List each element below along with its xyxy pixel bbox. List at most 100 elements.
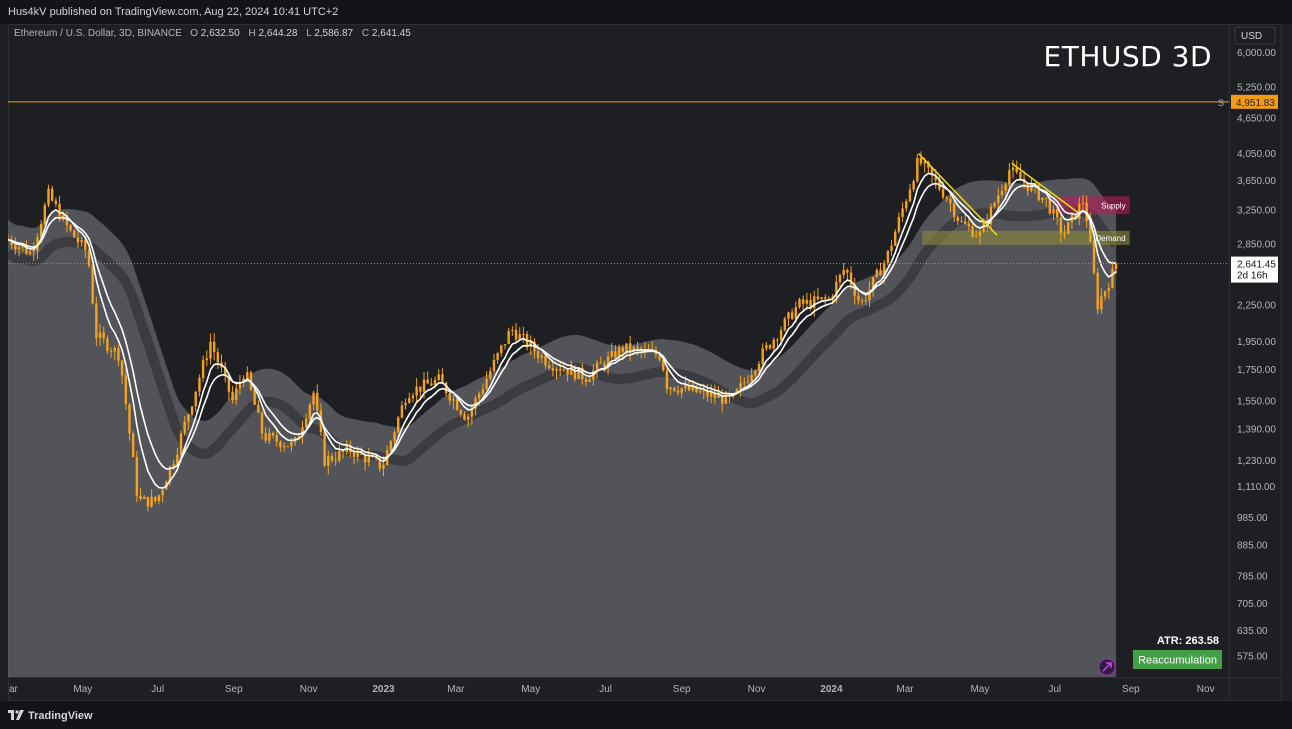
- x-tick-label: ar: [9, 684, 19, 695]
- candle-body: [1100, 296, 1103, 310]
- x-tick-label: Mar: [896, 684, 914, 695]
- open-value: 2,632.50: [200, 28, 240, 39]
- candle-body: [282, 446, 286, 448]
- candle-body: [1056, 208, 1059, 218]
- candle: [260, 411, 264, 440]
- candle-body: [912, 181, 915, 190]
- candle: [201, 355, 205, 382]
- candle-body: [827, 298, 831, 300]
- candle-body: [636, 347, 639, 349]
- candle-body: [43, 205, 47, 224]
- candle-body: [717, 394, 720, 398]
- candle: [853, 277, 856, 305]
- candle: [452, 394, 455, 410]
- candle-body: [993, 203, 996, 207]
- candle: [761, 343, 764, 369]
- candle: [857, 288, 860, 305]
- candle-body: [430, 383, 433, 386]
- candle-body: [308, 404, 312, 419]
- candle-body: [109, 350, 113, 352]
- candle-body: [849, 272, 853, 285]
- y-tick-label: 3,250.00: [1237, 206, 1276, 217]
- candle-body: [422, 379, 426, 392]
- candle: [1041, 197, 1044, 204]
- candle-body: [478, 393, 481, 399]
- candle-body: [323, 432, 326, 466]
- candle-body: [408, 398, 411, 403]
- candle: [128, 403, 131, 441]
- candle-body: [312, 392, 315, 405]
- candle-body: [805, 299, 809, 304]
- zone-label-demand: Demand: [1095, 234, 1125, 243]
- candle-body: [304, 418, 308, 428]
- publisher-info: Hus4kV published on TradingView.com, Aug…: [8, 6, 339, 18]
- candle: [746, 374, 750, 384]
- low-label: L: [306, 28, 312, 39]
- candle: [139, 488, 142, 502]
- candle: [975, 229, 978, 238]
- candle-body: [69, 225, 72, 231]
- y-tick-label: 1,950.00: [1237, 337, 1276, 348]
- candle-body: [779, 330, 783, 340]
- candle-body: [875, 269, 879, 278]
- x-tick-label: May: [970, 684, 989, 695]
- candle-body: [897, 216, 901, 232]
- x-tick-label: Jul: [1048, 684, 1061, 695]
- candle-body: [334, 460, 337, 462]
- candle-body: [47, 188, 50, 206]
- tradingview-brand[interactable]: TradingView: [8, 709, 93, 722]
- candle: [415, 378, 418, 404]
- candle: [231, 385, 234, 404]
- candle-body: [120, 360, 124, 376]
- candle-body: [290, 442, 293, 447]
- candle: [952, 199, 956, 222]
- candle-body: [106, 338, 109, 351]
- candle-body: [231, 391, 234, 401]
- candle-body: [341, 450, 345, 452]
- candle-body: [65, 215, 69, 226]
- candle-body: [772, 339, 775, 349]
- candle: [614, 345, 617, 361]
- candle-body: [665, 370, 669, 390]
- candle-body: [864, 300, 867, 302]
- candle: [367, 448, 370, 467]
- candle: [73, 229, 76, 238]
- candle-body: [514, 329, 518, 340]
- candle-body: [997, 195, 1000, 204]
- trendline-1: [917, 153, 998, 236]
- resistance-marker: S: [1218, 98, 1224, 108]
- candle-body: [286, 446, 289, 448]
- candle: [10, 235, 13, 250]
- candle-body: [706, 390, 709, 397]
- candle: [875, 268, 879, 279]
- close-value: 2,641.45: [371, 28, 411, 39]
- candle-body: [820, 297, 823, 299]
- candle: [503, 343, 507, 350]
- candle: [393, 429, 396, 446]
- currency-button[interactable]: [1234, 26, 1276, 45]
- candle-body: [154, 496, 157, 502]
- candle-body: [419, 386, 422, 392]
- y-tick-label: 3,650.00: [1237, 176, 1276, 187]
- candle-body: [14, 245, 17, 250]
- candle-body: [260, 412, 264, 434]
- candle-body: [157, 495, 161, 502]
- x-tick-label: Nov: [300, 684, 318, 695]
- candle-body: [890, 245, 893, 251]
- candle-body: [746, 381, 750, 383]
- x-tick-label: May: [521, 684, 540, 695]
- candle: [205, 350, 208, 367]
- candle: [890, 240, 893, 256]
- reaccumulation-label: Reaccumulation: [1138, 655, 1217, 667]
- candle-body: [1000, 190, 1004, 196]
- candle-body: [632, 347, 636, 353]
- candle: [1081, 194, 1085, 211]
- resistance-price-label: 4,951.83: [1236, 98, 1275, 109]
- candle: [489, 367, 492, 381]
- candle-body: [676, 390, 680, 393]
- candle: [87, 246, 91, 268]
- candle-body: [179, 433, 183, 455]
- candle-body: [135, 457, 139, 496]
- candle: [106, 335, 109, 355]
